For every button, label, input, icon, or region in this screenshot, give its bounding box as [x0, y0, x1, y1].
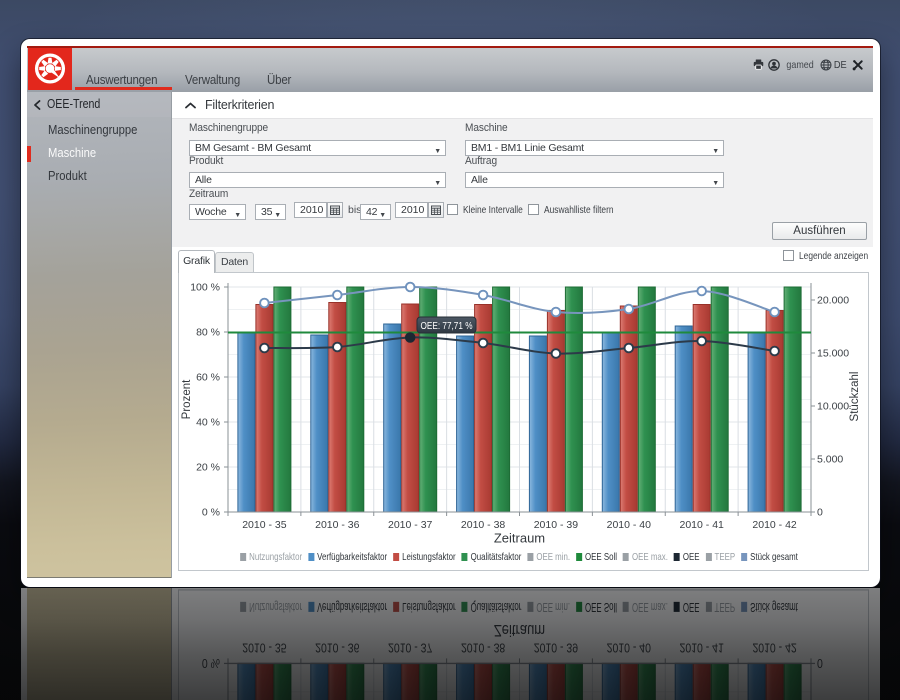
svg-text:20 %: 20 %: [196, 462, 220, 474]
svg-text:20.000: 20.000: [817, 295, 849, 307]
svg-text:5.000: 5.000: [817, 454, 843, 466]
svg-text:0 %: 0 %: [202, 507, 220, 519]
svg-text:2010 - 42: 2010 - 42: [752, 519, 797, 531]
svg-text:80 %: 80 %: [196, 327, 220, 339]
svg-text:2010 - 35: 2010 - 35: [242, 519, 287, 531]
svg-text:100 %: 100 %: [190, 282, 220, 294]
svg-text:Stückzahl: Stückzahl: [849, 372, 861, 422]
svg-text:OEE: 77,71 %: OEE: 77,71 %: [421, 320, 473, 332]
svg-text:60 %: 60 %: [196, 372, 220, 384]
svg-text:10.000: 10.000: [817, 401, 849, 413]
svg-text:0: 0: [817, 507, 823, 519]
svg-text:2010 - 40: 2010 - 40: [607, 519, 652, 531]
svg-text:Prozent: Prozent: [181, 379, 193, 419]
svg-text:2010 - 36: 2010 - 36: [315, 519, 360, 531]
svg-text:2010 - 39: 2010 - 39: [534, 519, 579, 531]
svg-text:2010 - 41: 2010 - 41: [680, 519, 725, 531]
svg-text:2010 - 38: 2010 - 38: [461, 519, 506, 531]
svg-text:2010 - 37: 2010 - 37: [388, 519, 433, 531]
svg-text:40 %: 40 %: [196, 417, 220, 429]
svg-text:Zeitraum: Zeitraum: [494, 531, 545, 546]
svg-text:15.000: 15.000: [817, 348, 849, 360]
